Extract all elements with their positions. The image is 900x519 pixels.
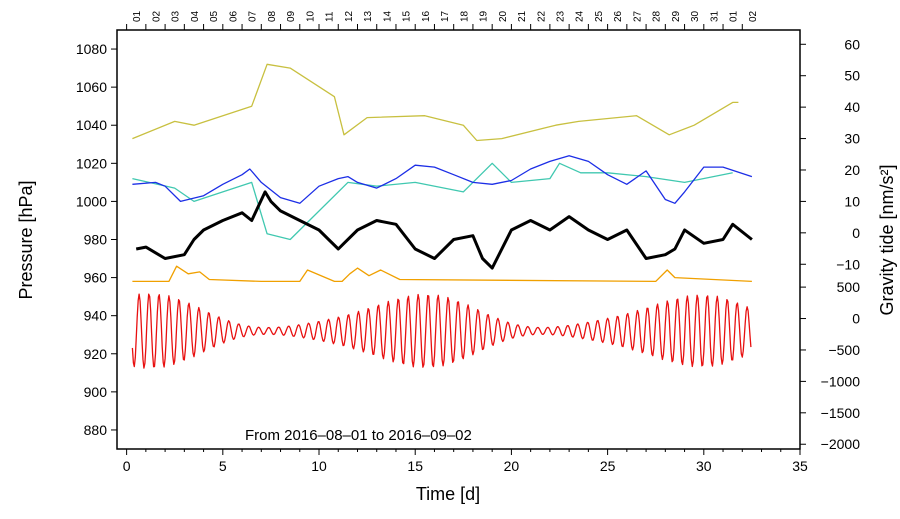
top-day-label: 04	[190, 10, 201, 22]
top-day-label: 14	[382, 10, 393, 22]
y-tick-label: 980	[84, 232, 108, 248]
top-day-axis: 01 02 03 04 05 06 07 08 09 10 11 12 13 14 15 16 17 18 19 20…	[126, 10, 759, 30]
top-day-label: 21	[517, 10, 528, 22]
top-day-label: 07	[248, 10, 259, 22]
top-day-label: 28	[652, 10, 663, 22]
right-tick-label: 30	[844, 131, 860, 147]
right-tick-label: 50	[844, 68, 860, 84]
y-tick-label: 1040	[76, 117, 107, 133]
series-black	[135, 190, 753, 270]
top-day-label: 27	[632, 10, 643, 22]
y-tick-label: 880	[84, 422, 108, 438]
right-tick-label: 60	[844, 36, 860, 52]
top-day-label: 11	[325, 11, 336, 22]
x-tick-label: 10	[311, 458, 327, 474]
series-teal	[132, 162, 733, 241]
right-tick-label: −10	[836, 256, 860, 272]
right-tick-label: 500	[837, 279, 861, 295]
series-orange	[132, 265, 752, 283]
top-day-label: 02	[748, 10, 759, 22]
top-day-label: 25	[594, 10, 605, 22]
y-tick-label: 920	[84, 346, 108, 362]
right-tick-label: 0	[852, 225, 860, 241]
series-olive	[132, 63, 739, 142]
date-range-annotation: From 2016–08–01 to 2016–09–02	[245, 427, 472, 444]
y-tick-label: 940	[84, 308, 108, 324]
top-day-label: 17	[440, 10, 451, 22]
top-day-label: 19	[479, 10, 490, 22]
top-day-label: 20	[498, 10, 509, 22]
top-day-label: 10	[305, 10, 316, 22]
top-day-label: 15	[402, 10, 413, 22]
right-tick-label: −1000	[821, 373, 861, 389]
y-tick-label: 1000	[76, 193, 107, 209]
x-tick-label: 25	[600, 458, 616, 474]
y-axis-right-title: Gravity tide [nm/s²]	[877, 164, 897, 315]
top-day-label: 06	[228, 10, 239, 22]
y-axis-left: 880 900 920 940 960 980 1000 1020 1040 1060 1080	[76, 41, 117, 438]
x-tick-label: 0	[123, 458, 131, 474]
top-day-label: 29	[671, 10, 682, 22]
top-day-label: 22	[536, 10, 547, 22]
x-tick-label: 30	[696, 458, 712, 474]
right-tick-label: −2000	[821, 436, 861, 452]
series-layer	[131, 63, 753, 369]
y-tick-label: 960	[84, 270, 108, 286]
top-day-label: 26	[613, 10, 624, 22]
top-day-label: 08	[267, 10, 278, 22]
right-tick-label: 0	[852, 311, 860, 327]
top-day-label: 01	[132, 10, 143, 22]
top-day-label: 03	[171, 10, 182, 22]
top-day-label: 23	[556, 10, 567, 22]
top-day-label: 31	[709, 10, 720, 22]
y-tick-label: 1060	[76, 79, 107, 95]
series-red	[131, 293, 752, 369]
top-day-label: 13	[363, 10, 374, 22]
y-axis-left-title: Pressure [hPa]	[16, 180, 36, 299]
y-tick-label: 900	[84, 384, 108, 400]
right-tick-label: 10	[844, 193, 860, 209]
top-day-label: 01	[729, 10, 740, 22]
top-day-label: 16	[421, 10, 432, 22]
top-day-label: 30	[690, 10, 701, 22]
x-tick-label: 35	[792, 458, 808, 474]
series-blue	[132, 155, 753, 204]
x-axis-title: Time [d]	[416, 484, 480, 504]
x-tick-label: 5	[219, 458, 227, 474]
y-axis-right: 60 50 40 30 20 10 0 −10 500 0 −500 −1000 −1500 −2000	[800, 36, 860, 452]
x-axis: 0 5 10 15 20 25 30 35	[123, 449, 808, 474]
x-tick-label: 15	[407, 458, 423, 474]
y-tick-label: 1020	[76, 155, 107, 171]
right-tick-label: 20	[844, 162, 860, 178]
top-day-label: 12	[344, 10, 355, 22]
top-day-label: 18	[459, 10, 470, 22]
right-tick-label: 40	[844, 99, 860, 115]
right-tick-label: −500	[828, 342, 860, 358]
top-day-label: 09	[286, 10, 297, 22]
right-tick-label: −1500	[821, 405, 861, 421]
y-tick-label: 1080	[76, 41, 107, 57]
top-day-label: 02	[151, 10, 162, 22]
top-day-label: 24	[575, 10, 586, 22]
x-tick-label: 20	[504, 458, 520, 474]
top-day-label: 05	[209, 10, 220, 22]
